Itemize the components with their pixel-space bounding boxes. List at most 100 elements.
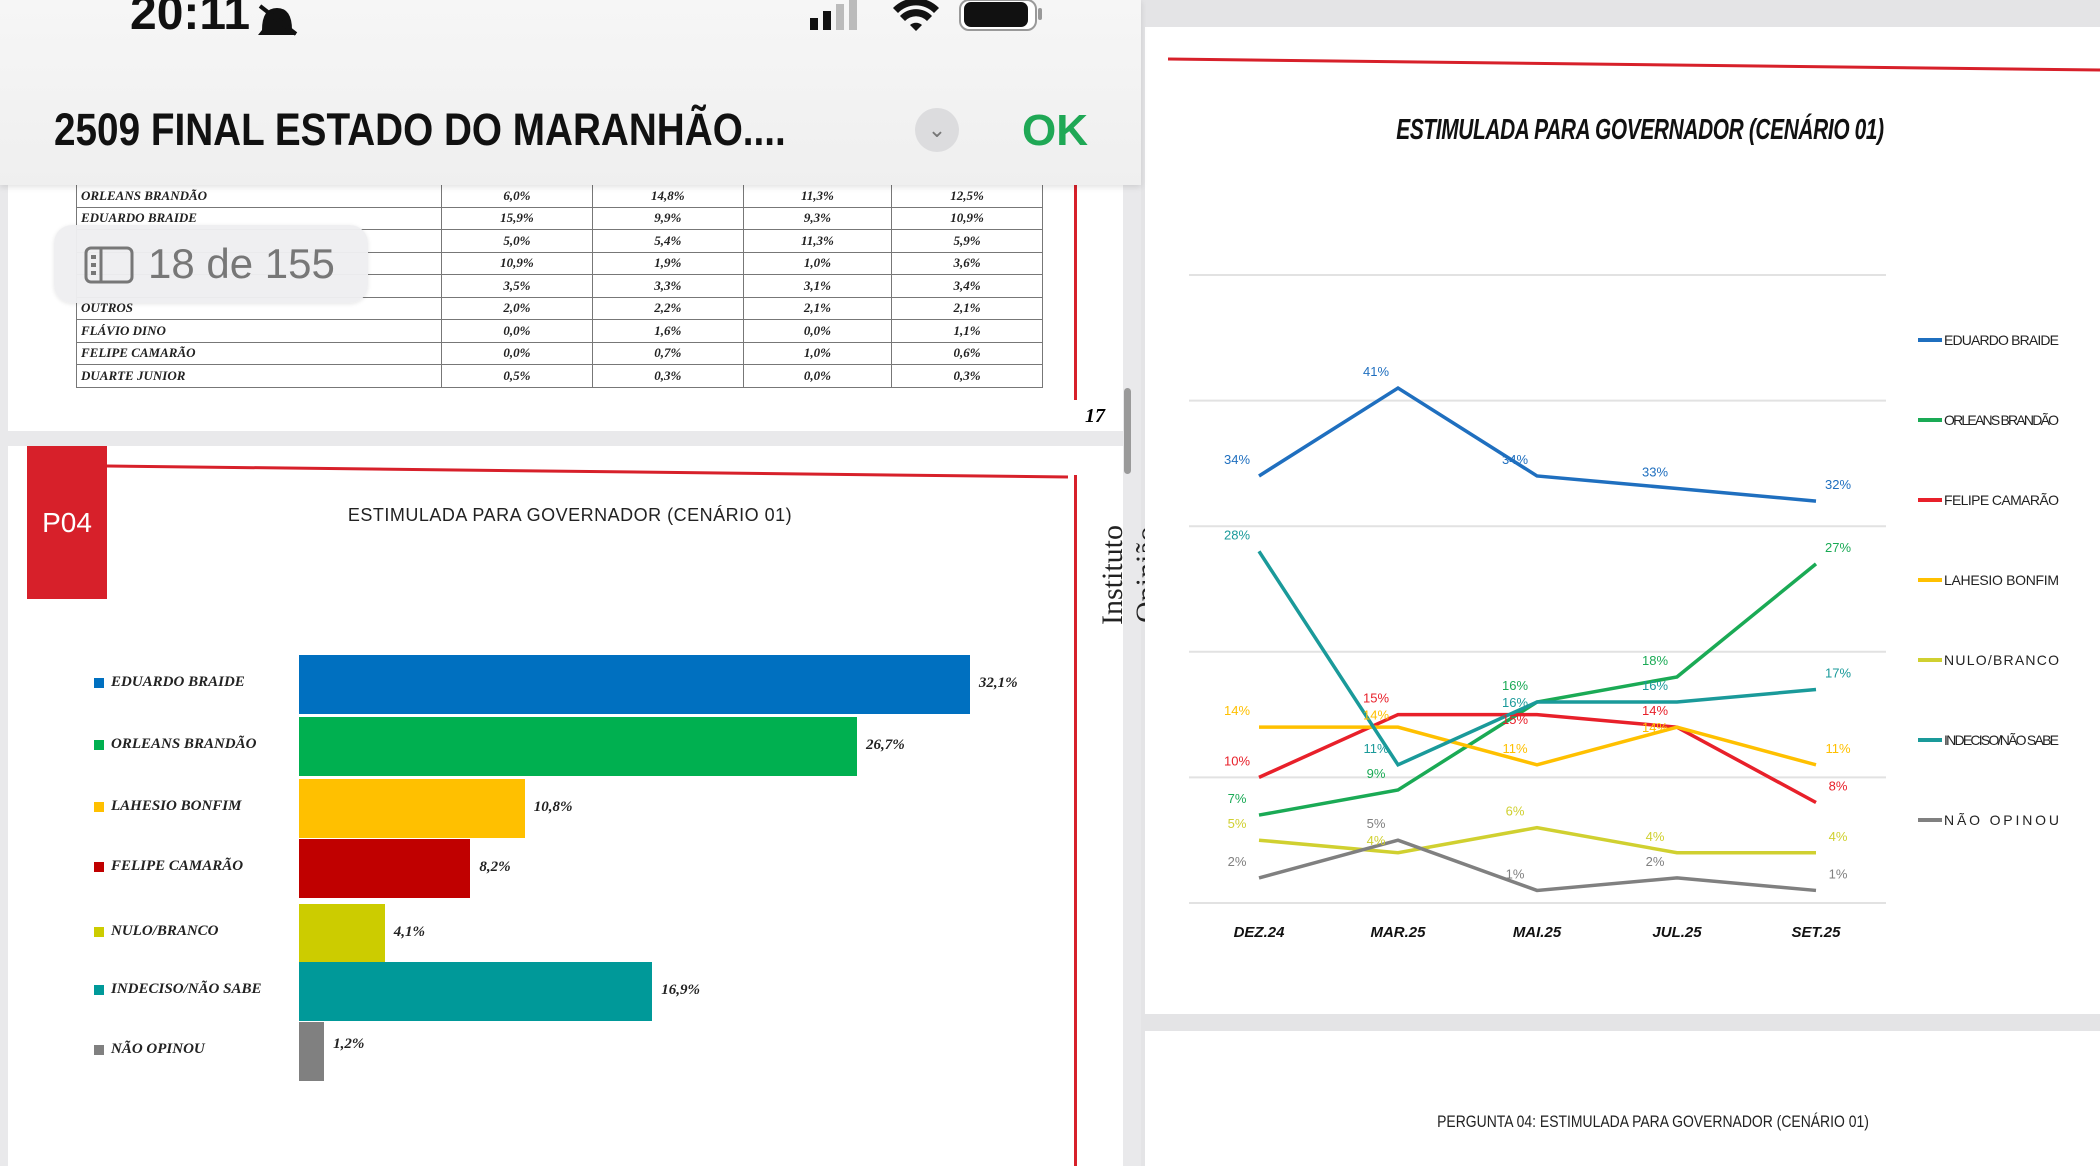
- bar: [299, 962, 653, 1021]
- bar-value-label: 26,7%: [866, 737, 905, 753]
- cell-value: 0,5%: [441, 364, 593, 388]
- data-label: 11%: [1502, 741, 1527, 756]
- data-label: 32%: [1825, 477, 1851, 492]
- legend-swatch: [94, 861, 104, 872]
- data-label: 16%: [1502, 695, 1528, 710]
- series-line: [1258, 838, 1817, 893]
- cell-value: 5,9%: [891, 229, 1043, 253]
- bar-legend-label: ORLEANS BRANDÃO: [94, 736, 256, 753]
- data-label: 2%: [1646, 854, 1665, 869]
- cell-value: 15,9%: [441, 206, 593, 230]
- data-label: 1%: [1829, 866, 1848, 881]
- chevron-down-icon[interactable]: ⌄: [915, 108, 959, 152]
- data-label: 11%: [1363, 741, 1388, 756]
- category-label: EDUARDO BRAIDE: [111, 674, 245, 690]
- category-label: FELIPE CAMARÃO: [111, 858, 244, 874]
- pdf-page-bottom: [1145, 1031, 2100, 1166]
- bar-legend-label: LAHESIO BONFIM: [94, 798, 241, 815]
- category-label: NÃO OPINOU: [111, 1041, 205, 1057]
- legend-label: NULO/BRANCO: [1944, 652, 2059, 668]
- data-label: 27%: [1825, 540, 1851, 555]
- data-label: 4%: [1646, 829, 1665, 844]
- data-label: 5%: [1367, 816, 1386, 831]
- cell-value: 10,9%: [891, 206, 1043, 230]
- series-line: [1258, 825, 1816, 855]
- series-line: [1258, 712, 1817, 805]
- legend-label: ORLEANS BRANDÃO: [1944, 412, 2059, 428]
- data-label: 11%: [1825, 741, 1850, 756]
- category-label: INDECISO/NÃO SABE: [111, 981, 262, 997]
- cell-value: 9,9%: [591, 206, 744, 230]
- cell-value: 3,1%: [742, 274, 893, 298]
- legend-swatch: [94, 739, 104, 750]
- data-label: 5%: [1228, 816, 1247, 831]
- data-label: 16%: [1642, 678, 1668, 693]
- data-label: 14%: [1642, 720, 1668, 735]
- series-line: [1258, 385, 1817, 503]
- page-red-rule: [1074, 475, 1077, 1166]
- table-row: DUARTE JUNIOR 0,5% 0,3% 0,0% 0,3%: [76, 364, 1043, 388]
- legend-swatch: [94, 677, 104, 688]
- data-label: 7%: [1228, 791, 1247, 806]
- data-label: 15%: [1502, 712, 1528, 727]
- bar-legend-label: EDUARDO BRAIDE: [94, 674, 245, 691]
- bar-legend-label: NÃO OPINOU: [94, 1041, 205, 1058]
- bar-value-label: 4,1%: [393, 924, 425, 940]
- bar: [299, 779, 525, 838]
- bar-value-label: 1,2%: [333, 1036, 365, 1052]
- data-label: 6%: [1506, 804, 1525, 819]
- pdf-page-right: [1145, 27, 2100, 1014]
- cell-value: 9,3%: [742, 206, 893, 230]
- category-label: LAHESIO BONFIM: [111, 798, 242, 814]
- data-label: 33%: [1642, 465, 1668, 480]
- line-chart-title: ESTIMULADA PARA GOVERNADOR (CENÁRIO 01): [1396, 114, 1884, 146]
- bar: [299, 904, 385, 963]
- bar-value-label: 16,9%: [661, 982, 700, 998]
- viewer-header: [0, 0, 1141, 185]
- legend-swatch: [94, 984, 104, 995]
- scrollbar[interactable]: [1124, 388, 1131, 474]
- legend-label: EDUARDO BRAIDE: [1944, 332, 2059, 348]
- x-tick-label: DEZ.24: [1234, 924, 1286, 941]
- category-label: NULO/BRANCO: [111, 923, 219, 939]
- page-indicator-label: 18 de 155: [148, 240, 335, 287]
- data-label: 4%: [1367, 833, 1386, 848]
- legend-swatch: [94, 801, 104, 812]
- bar-chart-title: ESTIMULADA PARA GOVERNADOR (CENÁRIO 01): [347, 505, 793, 525]
- data-label: 14%: [1363, 708, 1389, 723]
- data-label: 17%: [1825, 665, 1851, 680]
- x-tick-label: SET.25: [1792, 924, 1842, 941]
- x-tick-label: MAI.25: [1513, 924, 1562, 941]
- data-label: 41%: [1363, 364, 1389, 379]
- cell-value: 3,5%: [441, 274, 593, 298]
- cell-value: 11,3%: [742, 229, 893, 253]
- data-label: 18%: [1642, 653, 1668, 668]
- document-title[interactable]: 2509 FINAL ESTADO DO MARANHÃO....: [54, 104, 786, 155]
- bar: [299, 1022, 325, 1081]
- page-caption: PERGUNTA 04: ESTIMULADA PARA GOVERNADOR …: [1437, 1112, 1869, 1131]
- cell-value: 5,0%: [441, 229, 593, 253]
- data-label: 14%: [1224, 703, 1250, 718]
- bar-value-label: 32,1%: [978, 675, 1018, 691]
- ok-button[interactable]: OK: [1022, 106, 1088, 155]
- data-label: 34%: [1502, 452, 1528, 467]
- legend-label: LAHESIO BONFIM: [1944, 572, 2059, 588]
- legend-label: INDECISO/NÃO SABE: [1944, 732, 2059, 748]
- legend-swatch: [94, 926, 104, 937]
- legend-label: NÃO OPINOU: [1944, 812, 2059, 828]
- data-label: 34%: [1224, 452, 1250, 467]
- bar-value-label: 8,2%: [479, 859, 511, 875]
- table-row: ORLEANS BRANDÃO 6,0% 14,8% 11,3% 12,5%: [76, 184, 1043, 208]
- legend-label: FELIPE CAMARÃO: [1944, 492, 2059, 508]
- data-label: 9%: [1367, 766, 1386, 781]
- table-row: FELIPE CAMARÃO 0,0% 0,7% 1,0% 0,6%: [76, 341, 1043, 365]
- cell-value: 0,0%: [742, 364, 893, 388]
- bar: [299, 655, 970, 714]
- data-label: 28%: [1224, 527, 1250, 542]
- page-red-rule: [1074, 185, 1077, 400]
- data-label: 10%: [1224, 753, 1250, 768]
- data-label: 1%: [1506, 866, 1525, 881]
- bar-legend-label: NULO/BRANCO: [94, 923, 219, 940]
- page-number: 17: [1085, 405, 1105, 427]
- bar: [299, 839, 471, 898]
